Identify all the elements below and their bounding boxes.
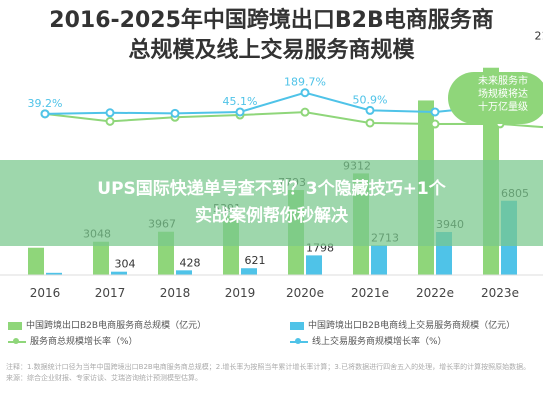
line-point xyxy=(235,107,245,117)
bar-online xyxy=(111,271,127,275)
bar-online xyxy=(241,268,257,275)
bar-online xyxy=(46,272,62,275)
callout-bubble: 未来服务市 场规模将达 十万亿量级 xyxy=(448,72,543,124)
banner-line2: 实战案例帮你秒解决 xyxy=(195,206,348,226)
legend-swatch xyxy=(8,321,22,330)
chart-title-line2: 总规模及线上交易服务商规模 xyxy=(128,38,415,63)
line-value-label: 45.1% xyxy=(223,95,258,108)
chart-title-line1: 2016-2025年中国跨境出口B2B电商服务商 xyxy=(49,8,494,33)
line-point xyxy=(40,109,50,119)
legend-item-total-scale: 中国跨境出口B2B电商服务商总规模（亿元） xyxy=(8,318,206,331)
line-point xyxy=(300,88,310,98)
x-tick-label: 2022e xyxy=(416,286,454,300)
legend-item-total-growth: 服务商总规模增长率（%） xyxy=(8,334,138,347)
x-tick-label: 2021e xyxy=(351,286,389,300)
line-point xyxy=(430,119,440,129)
x-tick-label: 2020e xyxy=(286,286,324,300)
banner-line1: UPS国际快递单号查不到？3个隐藏技巧+1个 xyxy=(97,179,446,199)
bar-value-label: 621 xyxy=(245,254,266,267)
legend-swatch xyxy=(8,337,26,344)
line-point xyxy=(365,105,375,115)
footnote: 注释：1.数据统计口径为当年中国跨境出口B2B电商服务商总规模；2.增长率为按照… xyxy=(6,362,536,384)
line-value-label: 189.7% xyxy=(284,76,326,89)
x-tick-label: 2016 xyxy=(30,286,61,300)
line-point xyxy=(170,108,180,118)
line-point xyxy=(365,118,375,128)
x-tick-label: 2017 xyxy=(95,286,126,300)
line-point xyxy=(300,107,310,117)
footnote-line2: 来源：综合企业财报、专家访谈、艾瑞咨询统计预测模型估算。 xyxy=(6,374,202,382)
line-point xyxy=(105,116,115,126)
legend-label: 中国跨境出口B2B电商服务商总规模（亿元） xyxy=(26,321,207,331)
bar-online xyxy=(176,270,192,275)
x-tick-label: 2023e xyxy=(481,286,519,300)
overlay-banner xyxy=(0,160,543,246)
bar-online xyxy=(306,255,322,275)
bar-value-label: 304 xyxy=(115,258,136,271)
line-value-label: 39.2% xyxy=(28,97,63,110)
bar-value-label: 428 xyxy=(180,256,201,269)
x-tick-label: 2018 xyxy=(160,286,191,300)
footnote-line1: 注释：1.数据统计口径为当年中国跨境出口B2B电商服务商总规模；2.增长率为按照… xyxy=(6,363,531,371)
legend-swatch xyxy=(290,321,304,330)
legend-item-online-growth: 线上交易服务商规模增长率（%） xyxy=(290,334,447,347)
callout-line: 十万亿量级 xyxy=(478,102,528,113)
legend-swatch xyxy=(290,337,308,344)
bar-value-label: 21238 xyxy=(535,29,543,42)
bar-total xyxy=(93,241,109,275)
callout-line: 场规模将达 xyxy=(478,89,528,100)
line-point xyxy=(430,107,440,117)
legend-item-online-scale: 中国跨境出口B2B电商线上交易服务商规模（亿元） xyxy=(290,318,515,331)
legend-label: 线上交易服务商规模增长率（%） xyxy=(312,337,447,347)
bar-total xyxy=(28,247,44,275)
legend-label: 中国跨境出口B2B电商线上交易服务商规模（亿元） xyxy=(308,321,516,331)
callout-line: 未来服务市 xyxy=(478,76,528,87)
x-tick-label: 2019 xyxy=(225,286,256,300)
overlay-banner-text: UPS国际快递单号查不到？3个隐藏技巧+1个 实战案例帮你秒解决 xyxy=(0,176,543,230)
line-value-label: 50.9% xyxy=(353,93,388,106)
line-point xyxy=(105,108,115,118)
legend-label: 服务商总规模增长率（%） xyxy=(30,337,138,347)
bar-online xyxy=(371,245,387,275)
